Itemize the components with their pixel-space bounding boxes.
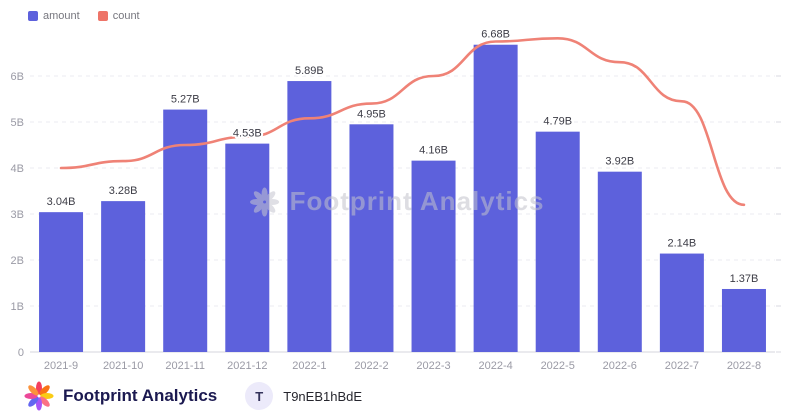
bar-2022-8[interactable] <box>721 288 766 352</box>
bar-2022-1[interactable] <box>287 81 332 352</box>
bar-2021-10[interactable] <box>101 201 146 352</box>
x-axis-label: 2022-7 <box>665 360 699 372</box>
bar-2022-4[interactable] <box>473 44 518 352</box>
footprint-logo-icon <box>24 381 54 411</box>
y-axis-label: 1B <box>11 301 24 313</box>
bar-value-label: 1.37B <box>730 273 759 285</box>
bar-value-label: 2.14B <box>668 238 697 250</box>
bar-2022-2[interactable] <box>349 124 394 352</box>
footprint-brand-text: Footprint Analytics <box>63 386 218 405</box>
bar-value-label: 3.04B <box>47 196 76 208</box>
count-line[interactable] <box>59 36 746 207</box>
bar-value-label: 4.95B <box>357 108 386 120</box>
bar-value-label: 3.28B <box>109 185 138 197</box>
y-axis-label: 5B <box>11 117 24 129</box>
bar-2022-7[interactable] <box>659 253 704 352</box>
y-axis-label: 3B <box>11 209 24 221</box>
x-axis-label: 2022-6 <box>603 360 637 372</box>
bar-2022-5[interactable] <box>535 131 580 352</box>
x-axis-label: 2022-1 <box>292 360 326 372</box>
legend-swatch-count <box>97 11 108 21</box>
chart-canvas: 0 1B 2B 3B 4B 5B 6B 2021-9 2021-10 2021-11 2021-12… <box>11 27 781 372</box>
x-axis-label: 2022-4 <box>478 360 512 372</box>
account-id: T9nEB1hBdE <box>283 388 363 404</box>
bar-value-label: 4.53B <box>233 128 262 140</box>
bar-2021-11[interactable] <box>163 109 208 352</box>
bar-value-label: 5.89B <box>295 65 324 77</box>
account-chip[interactable]: T T9nEB1hBdE <box>245 382 362 410</box>
legend-label-count: count <box>112 10 140 22</box>
y-axis-label: 2B <box>11 255 24 267</box>
y-axis-label: 0 <box>18 347 24 359</box>
bar-value-label: 3.92B <box>605 156 634 168</box>
bar-value-label: 5.27B <box>171 94 200 106</box>
x-axis-label: 2022-5 <box>541 360 575 372</box>
bar-2022-3[interactable] <box>411 160 456 352</box>
legend-item-amount[interactable]: amount <box>28 10 80 22</box>
legend-item-count[interactable]: count <box>97 10 140 22</box>
bar-2021-12[interactable] <box>225 143 270 352</box>
x-axis-label: 2021-11 <box>165 360 205 372</box>
x-axis-label: 2021-10 <box>103 360 143 372</box>
bar-value-label: 4.16B <box>419 145 448 157</box>
legend-label-amount: amount <box>43 10 80 22</box>
footer-bar: Footprint Analytics T T9nEB1hBdE <box>0 372 800 420</box>
x-axis-label: 2022-3 <box>416 360 450 372</box>
bar-value-label: 4.79B <box>543 116 572 128</box>
x-axis-label: 2022-8 <box>727 360 761 372</box>
bar-value-label: 6.68B <box>481 29 510 41</box>
bar-2021-9[interactable] <box>39 212 84 352</box>
legend-swatch-amount <box>28 11 38 21</box>
footprint-brand: Footprint Analytics <box>24 381 217 411</box>
x-axis-label: 2021-9 <box>44 360 78 372</box>
y-axis-label: 6B <box>11 71 24 83</box>
y-axis-label: 4B <box>11 163 24 175</box>
account-avatar: T <box>245 382 274 410</box>
x-axis-label: 2022-2 <box>354 360 388 372</box>
bar-2022-6[interactable] <box>597 171 642 352</box>
chart-legend: amount count <box>28 10 140 22</box>
x-axis-label: 2021-12 <box>227 360 267 372</box>
